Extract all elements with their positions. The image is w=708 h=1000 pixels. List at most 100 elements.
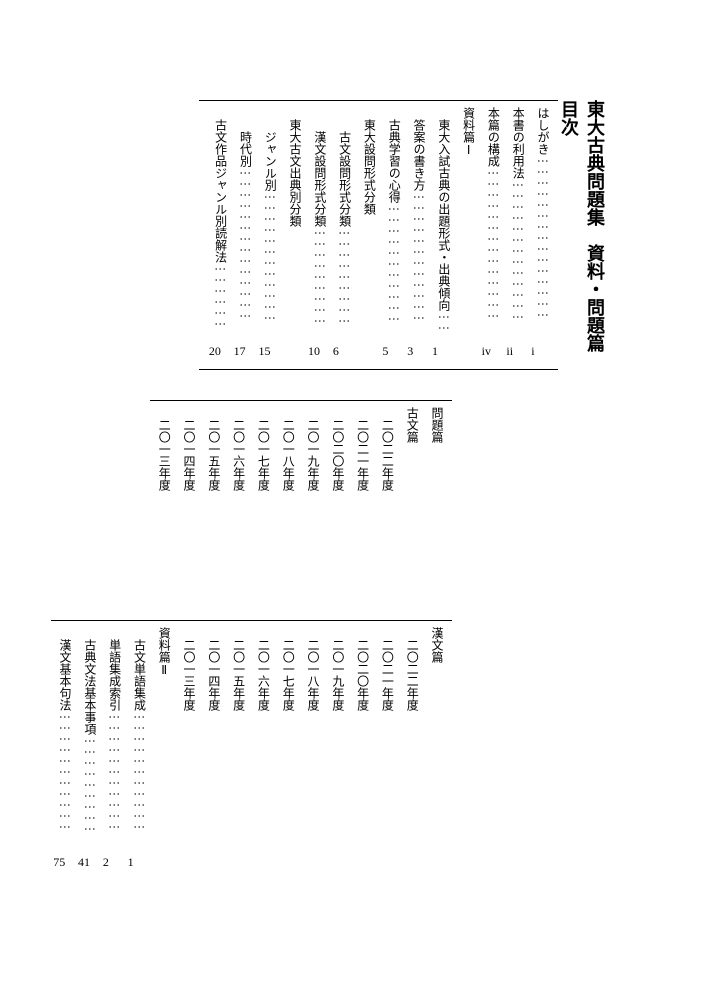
toc-entry-label: 二〇二一年度: [380, 627, 394, 711]
toc-entry: 資料篇Ⅰ: [457, 107, 480, 363]
toc-entry-label: 漢文篇: [430, 627, 444, 663]
toc-entry-page: 75: [53, 851, 65, 874]
toc-entry: 古文単語集成⋮⋮⋮⋮⋮⋮⋮⋮⋮⋮⋮1: [128, 627, 151, 874]
toc-entry: 東大古文出典別分類: [283, 107, 306, 363]
toc-entry-label: ジャンル別: [263, 107, 277, 191]
toc-entry-label: 資料篇Ⅱ: [157, 627, 171, 677]
toc-entry-label: 古典文法基本事項: [83, 627, 97, 735]
toc-entry: ジャンル別⋮⋮⋮⋮⋮⋮⋮⋮⋮⋮⋮⋮15: [258, 107, 281, 363]
toc-entry-label: 東大古文出典別分類: [288, 107, 302, 227]
toc-entry-label: 古典学習の心得: [387, 107, 401, 203]
toc-entry-label: 古文篇: [405, 407, 419, 443]
toc-leader: ⋮⋮: [432, 311, 455, 333]
toc-entry-label: 二〇二〇年度: [331, 407, 345, 491]
toc-entry-page: 3: [407, 340, 413, 363]
toc-entry-page: 20: [209, 340, 221, 363]
toc-entry: 二〇一三年度: [152, 407, 175, 584]
toc-entry: 本書の利用法⋮⋮⋮⋮⋮⋮⋮⋮⋮⋮⋮⋮⋮ii: [506, 107, 529, 363]
toc-entry-label: 二〇一三年度: [157, 407, 171, 491]
toc-leader: ⋮⋮⋮⋮⋮⋮: [209, 263, 232, 329]
toc-entry-label: 本篇の構成: [486, 107, 500, 167]
toc-section-2: 問題篇古文篇二〇二二年度二〇二一年度二〇二〇年度二〇一九年度二〇一八年度二〇一七…: [150, 400, 452, 590]
toc-entry: 漢文基本句法⋮⋮⋮⋮⋮⋮⋮⋮⋮⋮⋮75: [53, 627, 76, 874]
toc-entry: 二〇二二年度: [376, 407, 399, 584]
toc-entry: 二〇一七年度: [276, 627, 299, 874]
toc-entry-label: 東大設問形式分類: [362, 107, 376, 215]
toc-entry: 問題篇: [425, 407, 448, 584]
toc-entry-label: 漢文基本句法: [58, 627, 72, 711]
toc-entry: 二〇二〇年度: [351, 627, 374, 874]
toc-entry-label: 資料篇Ⅰ: [462, 107, 476, 157]
toc-entry: 古文設問形式分類⋮⋮⋮⋮⋮⋮⋮⋮⋮6: [333, 107, 356, 363]
toc-leader: ⋮⋮⋮⋮⋮⋮⋮⋮⋮: [308, 227, 331, 326]
toc-entry-page: i: [531, 340, 534, 363]
toc-entry: 二〇一四年度: [202, 627, 225, 874]
toc-leader: ⋮⋮⋮⋮⋮⋮⋮⋮⋮⋮⋮⋮⋮⋮: [482, 167, 505, 321]
toc-entry-label: 二〇一四年度: [182, 407, 196, 491]
toc-entry-page: 2: [103, 851, 109, 874]
toc-entry-label: 二〇一三年度: [182, 627, 196, 711]
toc-entry: 本篇の構成⋮⋮⋮⋮⋮⋮⋮⋮⋮⋮⋮⋮⋮⋮ iv: [482, 107, 505, 363]
toc-entry: 東大入試古典の出題形式・出典傾向⋮⋮ 1: [432, 107, 455, 363]
title-part-1: 東大古典問題集: [585, 100, 605, 226]
toc-entry: 二〇一六年度: [252, 627, 275, 874]
toc-entry-label: 本書の利用法: [511, 107, 525, 179]
toc-entry: 漢文篇: [425, 627, 448, 874]
toc-entry-label: 二〇一八年度: [306, 627, 320, 711]
toc-entry: 古典学習の心得⋮⋮⋮⋮⋮⋮⋮⋮⋮⋮⋮ 5: [382, 107, 405, 363]
toc-entry-label: 二〇一五年度: [232, 627, 246, 711]
toc-entry: 二〇一九年度: [326, 627, 349, 874]
toc-entry-label: 古文設問形式分類: [338, 107, 352, 227]
toc-entry-label: はしがき: [536, 107, 550, 155]
toc-entry-page: 10: [308, 340, 320, 363]
toc-entry-page: 5: [382, 340, 388, 363]
toc-entry-label: 二〇一六年度: [232, 407, 246, 491]
toc-entry-label: 二〇二一年度: [356, 407, 370, 491]
toc-entry: 二〇二一年度: [376, 627, 399, 874]
toc-entry: 古文作品ジャンル別読解法⋮⋮⋮⋮⋮⋮ 20: [209, 107, 232, 363]
toc-entry: 二〇一六年度: [227, 407, 250, 584]
toc-section-1: はしがき⋮⋮⋮⋮⋮⋮⋮⋮⋮⋮⋮⋮⋮⋮⋮i本書の利用法⋮⋮⋮⋮⋮⋮⋮⋮⋮⋮⋮⋮⋮i…: [199, 100, 558, 370]
toc-leader: ⋮⋮⋮⋮⋮⋮⋮⋮⋮⋮⋮: [382, 203, 405, 324]
toc-entry: 二〇一七年度: [252, 407, 275, 584]
toc-entry-label: 二〇一六年度: [256, 627, 270, 711]
toc-entry-page: 6: [333, 340, 339, 363]
toc-entry: 答案の書き方⋮⋮⋮⋮⋮⋮⋮⋮⋮⋮⋮⋮ 3: [407, 107, 430, 363]
toc-entry: はしがき⋮⋮⋮⋮⋮⋮⋮⋮⋮⋮⋮⋮⋮⋮⋮ i: [531, 107, 554, 363]
toc-entry-label: 二〇二〇年度: [356, 627, 370, 711]
toc-leader: ⋮⋮⋮⋮⋮⋮⋮⋮⋮⋮⋮: [103, 711, 126, 832]
toc-entry-page: 17: [234, 340, 246, 363]
toc-entry-page: 1: [128, 851, 134, 874]
toc-entry-label: 単語集成索引: [108, 627, 122, 711]
toc-entry-label: 古文作品ジャンル別読解法: [214, 107, 228, 263]
toc-entry-label: 漢文設問形式分類: [313, 107, 327, 227]
toc-entry-label: 二〇一九年度: [331, 627, 345, 711]
toc-leader: ⋮⋮⋮⋮⋮⋮⋮⋮⋮⋮⋮⋮: [407, 191, 430, 323]
toc-entry: 二〇一八年度: [276, 407, 299, 584]
toc-entry-label: 答案の書き方: [412, 107, 426, 191]
toc-entry: 時代別⋮⋮⋮⋮⋮⋮⋮⋮⋮⋮⋮⋮⋮⋮17: [234, 107, 257, 363]
toc-entry: 二〇一九年度: [301, 407, 324, 584]
toc-leader: ⋮⋮⋮⋮⋮⋮⋮⋮⋮: [78, 735, 101, 834]
toc-entry: 二〇二〇年度: [326, 407, 349, 584]
toc-entry-label: 二〇一八年度: [281, 407, 295, 491]
toc-entry: 二〇一八年度: [301, 627, 324, 874]
title-part-3: 目次: [559, 100, 579, 136]
toc-page: 東大古典問題集資料・問題篇目次 はしがき⋮⋮⋮⋮⋮⋮⋮⋮⋮⋮⋮⋮⋮⋮⋮i本書の利…: [100, 100, 608, 940]
toc-entry-label: 二〇一九年度: [306, 407, 320, 491]
toc-entry: 古文篇: [400, 407, 423, 584]
toc-entry-label: 二〇一五年度: [207, 407, 221, 491]
toc-entry: 二〇一五年度: [202, 407, 225, 584]
toc-entry-page: 1: [432, 340, 438, 363]
toc-entry-page: ii: [506, 340, 513, 363]
toc-entry: 東大設問形式分類: [358, 107, 381, 363]
toc-entry: 古典文法基本事項⋮⋮⋮⋮⋮⋮⋮⋮⋮41: [78, 627, 101, 874]
page-title: 東大古典問題集資料・問題篇 目次: [556, 100, 608, 380]
toc-leader: ⋮⋮⋮⋮⋮⋮⋮⋮⋮⋮⋮⋮⋮⋮⋮: [531, 155, 554, 320]
toc-leader: ⋮⋮⋮⋮⋮⋮⋮⋮⋮⋮⋮⋮: [258, 191, 281, 323]
toc-leader: ⋮⋮⋮⋮⋮⋮⋮⋮⋮⋮⋮⋮⋮⋮: [234, 167, 257, 321]
toc-entry-page: iv: [482, 340, 491, 363]
toc-entry-label: 東大入試古典の出題形式・出典傾向: [437, 107, 451, 311]
toc-entry-label: 二〇二二年度: [405, 627, 419, 711]
title-part-2: 資料・問題篇: [585, 244, 605, 352]
